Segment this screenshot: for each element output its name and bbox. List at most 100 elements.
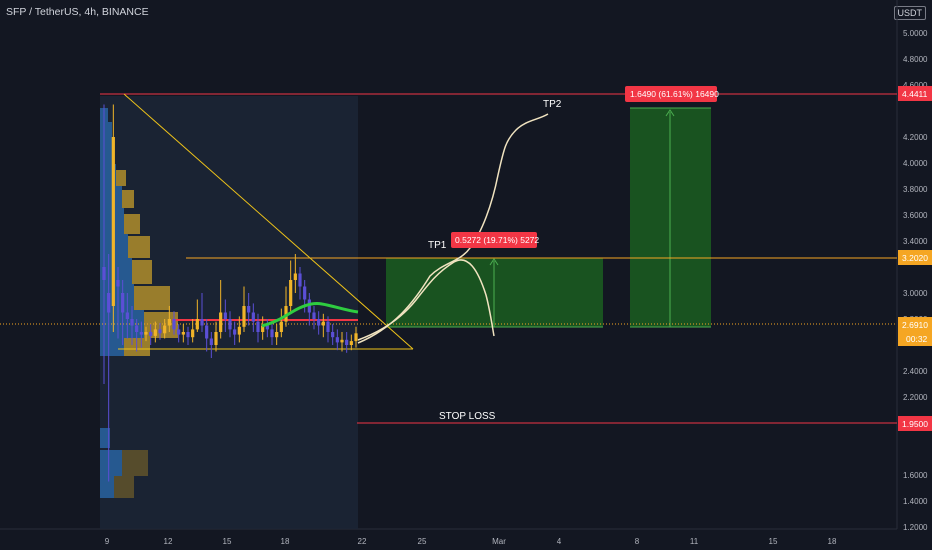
price-tick-label: 4.8000	[903, 55, 928, 64]
tp2-arrow-head	[665, 109, 675, 117]
candle-body	[167, 319, 171, 326]
time-tick-label: Mar	[492, 537, 506, 546]
tp2-label[interactable]: TP2	[543, 99, 562, 110]
candle-body	[172, 319, 176, 330]
candle-body	[317, 319, 321, 326]
stop-price-tag	[898, 416, 932, 431]
candle-body	[130, 319, 134, 326]
price-tick-label: 3.6000	[903, 211, 928, 220]
candle-body	[177, 329, 181, 335]
descending-triangle[interactable]	[118, 93, 414, 350]
price-tick-label: 3.8000	[903, 185, 928, 194]
candle-body	[298, 273, 302, 287]
candle-body	[223, 312, 227, 319]
candle-body	[205, 325, 209, 339]
candle-body	[200, 319, 204, 326]
price-tick-label: 2.2000	[903, 393, 928, 402]
candle-body	[107, 293, 111, 313]
current-price-tag	[898, 317, 932, 346]
candle-body	[125, 312, 129, 319]
candle-body	[303, 286, 307, 300]
time-tick-label: 12	[164, 537, 173, 546]
candle-body	[228, 319, 232, 330]
candle-body	[139, 332, 143, 335]
candle-body	[275, 332, 279, 338]
candle-body	[163, 325, 167, 334]
tp1-stats-box	[451, 232, 537, 248]
tp1-stats-text: 0.5272 (19.71%) 5272	[455, 235, 539, 245]
time-tick-label: 9	[105, 537, 110, 546]
stop-price-text: 1.9500	[902, 419, 928, 429]
price-tick-label: 4.0000	[903, 159, 928, 168]
time-tick-label: 15	[769, 537, 778, 546]
candle-body	[237, 326, 241, 335]
price-axis[interactable]: 5.0000 4.8000 4.6000 4.2000 4.0000 3.8000 3.60…	[903, 29, 928, 532]
tp1-label[interactable]: TP1	[428, 240, 447, 251]
projection-path-tp2	[357, 113, 549, 344]
candle-body	[111, 137, 115, 306]
candle-body	[331, 332, 335, 338]
candle-body	[345, 339, 349, 345]
candle-body	[265, 325, 269, 330]
tp2-stats-text: 1.6490 (61.61%) 16490	[630, 89, 719, 99]
tp2-price-text: 4.4411	[902, 89, 928, 99]
green-moving-average	[261, 302, 359, 328]
candle-body	[293, 273, 297, 280]
candle-body	[209, 338, 213, 345]
candle-body	[144, 332, 148, 335]
candle-body	[354, 333, 358, 342]
candle-body	[340, 339, 344, 343]
candle-body	[349, 341, 353, 345]
candle-body	[102, 267, 106, 280]
price-tick-label: 1.4000	[903, 497, 928, 506]
price-tick-label: 1.2000	[903, 523, 928, 532]
candle-body	[289, 280, 293, 306]
time-tick-label: 22	[358, 537, 367, 546]
price-tick-label: 3.0000	[903, 289, 928, 298]
candle-body	[195, 319, 199, 330]
candle-body	[321, 321, 325, 326]
candle-body	[270, 329, 274, 338]
candle-body	[335, 337, 339, 343]
candle-body	[116, 280, 120, 287]
time-tick-label: 15	[223, 537, 232, 546]
candle-body	[279, 321, 283, 332]
tp1-price-tag	[898, 250, 932, 265]
current-price-text: 2.6910	[902, 320, 928, 330]
candle-body	[326, 321, 330, 332]
price-tick-label: 3.4000	[903, 237, 928, 246]
price-tick-label: 5.0000	[903, 29, 928, 38]
candle-body	[261, 325, 265, 332]
stop-loss-label[interactable]: STOP LOSS	[439, 411, 496, 422]
price-tick-label: 4.2000	[903, 133, 928, 142]
candlestick-series	[102, 104, 358, 482]
candle-body	[247, 306, 251, 313]
candle-body	[242, 306, 246, 327]
currency-badge[interactable]: USDT	[893, 6, 926, 20]
candle-body	[233, 329, 237, 335]
price-tick-label: 2.4000	[903, 367, 928, 376]
candle-body	[153, 329, 157, 336]
time-tick-label: 8	[635, 537, 640, 546]
candle-body	[191, 329, 195, 338]
candle-body	[121, 293, 125, 313]
candle-body	[284, 306, 288, 322]
countdown-text: 00:32	[906, 334, 928, 344]
time-tick-label: 11	[690, 537, 699, 546]
candle-body	[256, 321, 260, 332]
price-tick-label: 4.6000	[903, 81, 928, 90]
chart-title: SFP / TetherUS, 4h, BINANCE	[6, 6, 149, 18]
tp1-price-text: 3.2020	[902, 253, 928, 263]
candle-body	[214, 332, 218, 345]
candle-body	[312, 312, 316, 319]
time-axis[interactable]: 9 12 15 18 22 25 Mar 4 8 11 15 18	[105, 537, 837, 546]
time-tick-label: 25	[418, 537, 427, 546]
time-tick-label: 18	[828, 537, 837, 546]
time-tick-label: 4	[557, 537, 562, 546]
candle-body	[186, 332, 190, 338]
tp2-stats-box	[625, 86, 717, 102]
candle-body	[149, 332, 153, 336]
candle-body	[181, 332, 185, 335]
candle-body	[158, 329, 162, 334]
